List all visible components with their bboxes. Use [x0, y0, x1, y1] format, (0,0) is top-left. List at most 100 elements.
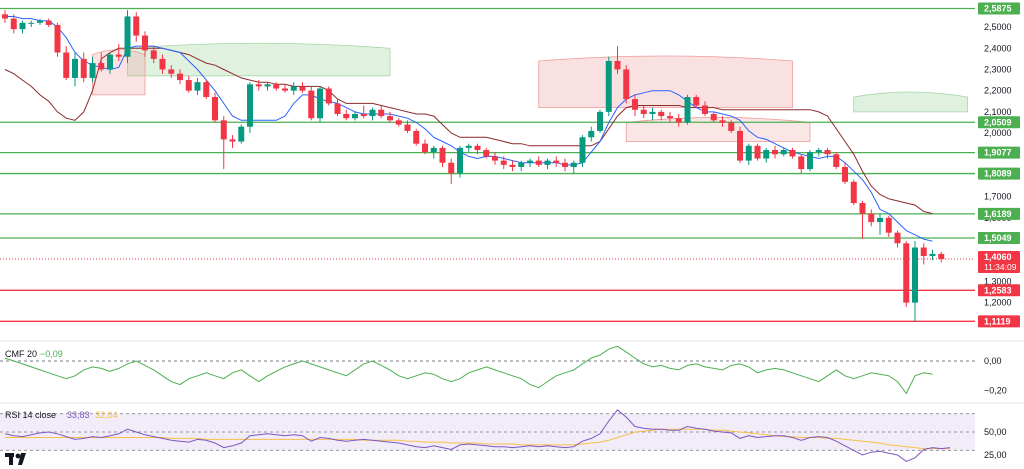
rsi-line [4, 409, 951, 462]
candle [247, 82, 253, 134]
candle-body [290, 86, 297, 91]
candle [535, 156, 542, 167]
candle-body [2, 14, 8, 19]
cloud-segment [127, 42, 391, 77]
candle-body [212, 97, 218, 121]
candle [640, 105, 647, 119]
candle-body [728, 122, 735, 131]
candle-body [833, 154, 840, 167]
cmf-axis: 0,00 −0,20 [984, 356, 1007, 396]
candle-body [632, 99, 638, 110]
candle-body [588, 130, 595, 138]
level-badge-label: 2,0509 [984, 117, 1012, 127]
cmf-axis-tick: 0,00 [984, 356, 1002, 366]
candle [10, 14, 17, 34]
cloud-segment [625, 117, 811, 142]
candle-body [667, 116, 673, 119]
candle [299, 82, 306, 93]
candle-body [614, 60, 621, 70]
candle-body [544, 160, 551, 165]
candle-body [457, 147, 463, 174]
candle-body [815, 150, 822, 153]
candle-body [334, 103, 341, 114]
candle [544, 158, 551, 170]
candle [658, 109, 665, 121]
base-line [4, 47, 933, 215]
candle-body [247, 84, 253, 127]
candle [894, 230, 901, 248]
candle-body [710, 113, 717, 121]
price-axis-tick: 1,7000 [984, 192, 1012, 202]
candle-body [483, 150, 490, 157]
candle [343, 109, 350, 121]
candle [719, 116, 726, 127]
candle [885, 215, 892, 237]
candle [238, 124, 245, 144]
candle-body [579, 137, 586, 163]
level-badge-label: 1,5049 [984, 233, 1012, 243]
candle [37, 18, 43, 25]
candle [667, 111, 673, 123]
last-price-badge: 1,4060 11:34:09 [978, 250, 1020, 273]
candle-body [238, 126, 245, 142]
candle [684, 94, 691, 125]
candle-body [938, 253, 945, 259]
candle-body [413, 130, 420, 144]
candle-body [780, 150, 787, 155]
level-badge [978, 232, 1020, 245]
candle-body [807, 152, 813, 170]
candle [553, 156, 560, 167]
candle-body [142, 35, 148, 51]
candle [282, 84, 288, 93]
price-axis-tick: 2,0000 [984, 128, 1012, 138]
candle [325, 86, 332, 106]
candle [579, 135, 586, 167]
conversion-line [5, 16, 933, 242]
candle-body [54, 24, 61, 53]
candle [492, 152, 498, 165]
candle [63, 46, 70, 81]
candle-body [675, 118, 682, 123]
level-badge [978, 167, 1020, 180]
candle-body [448, 162, 455, 174]
candle [150, 46, 157, 64]
candle-body [168, 69, 175, 74]
candle-body [465, 145, 472, 148]
candle-body [640, 109, 647, 114]
candle [229, 135, 236, 148]
candle [430, 145, 437, 159]
level-badge-label: 1,8089 [984, 169, 1012, 179]
candle [859, 200, 866, 240]
candle-body [754, 145, 761, 159]
rsi-ma-value: 32,04 [95, 410, 118, 420]
price-pane[interactable] [0, 7, 975, 322]
level-badges: 2,5875 2,0509 1,9077 1,8089 1,6189 1,5049 1,25… [978, 2, 1020, 328]
level-badge [978, 116, 1020, 129]
candle [798, 154, 805, 174]
candle [728, 120, 735, 134]
candle-body [352, 113, 358, 119]
candle [387, 111, 393, 123]
candle-body [264, 84, 271, 87]
candle [509, 160, 516, 172]
price-axis-tick: 2,1000 [984, 107, 1012, 117]
candle [903, 241, 910, 307]
price-axis-tick: 1,2000 [984, 298, 1012, 308]
candle [868, 209, 875, 227]
cmf-pane[interactable]: CMF 20 −0,09 0,00 −0,20 [0, 345, 1007, 396]
candle-body [658, 111, 665, 117]
candle [54, 22, 61, 57]
candle-body [920, 247, 927, 257]
cmf-title: CMF 20 [5, 349, 37, 359]
candle [772, 145, 778, 159]
ichimoku-cloud [92, 42, 968, 142]
candle [807, 150, 813, 172]
candle [28, 20, 35, 28]
candle [273, 82, 280, 91]
cmf-line [4, 345, 933, 395]
candle-body [387, 116, 393, 121]
candle-body [693, 97, 700, 106]
rsi-pane[interactable]: RSI 14 close 33,83 32,04 50,00 25,00 [0, 409, 1007, 462]
candle [168, 65, 175, 78]
